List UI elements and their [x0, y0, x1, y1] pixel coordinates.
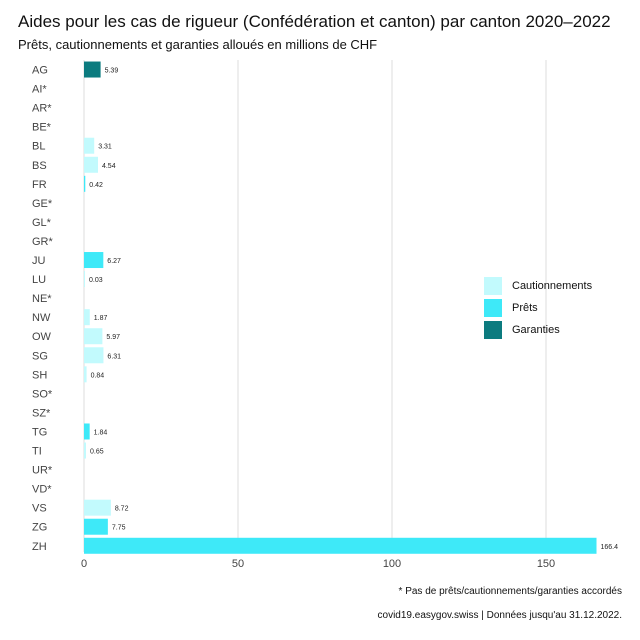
bar — [84, 309, 90, 326]
y-tick-label: BS — [32, 160, 47, 172]
data-label: 1.87 — [94, 315, 108, 322]
y-tick-label: SH — [32, 369, 47, 381]
data-label: 8.72 — [115, 506, 129, 513]
bar — [84, 347, 104, 364]
data-label: 166.4 — [601, 544, 619, 551]
data-label: 5.39 — [105, 68, 119, 75]
source-note: covid19.easygov.swiss | Données jusqu'au… — [377, 610, 622, 621]
data-label: 0.84 — [91, 372, 105, 379]
y-tick-label: GR* — [32, 236, 54, 248]
footnote: * Pas de prêts/cautionnements/garanties … — [398, 586, 622, 597]
y-tick-label: NE* — [32, 293, 52, 305]
data-label: 3.31 — [98, 144, 112, 151]
y-tick-label: ZG — [32, 522, 47, 534]
legend-swatch — [484, 277, 502, 295]
y-tick-label: AI* — [32, 84, 47, 96]
x-tick-label: 100 — [383, 558, 401, 570]
y-tick-label: AG — [32, 65, 48, 77]
x-tick-label: 50 — [232, 558, 244, 570]
y-tick-label: VD* — [32, 484, 52, 496]
data-label: 1.84 — [94, 429, 108, 436]
y-tick-label: SG — [32, 350, 48, 362]
legend-item-cautionnements: Cautionnements — [484, 276, 592, 296]
legend-item-prets: Prêts — [484, 298, 592, 318]
x-tick-label: 0 — [81, 558, 87, 570]
bar — [84, 156, 98, 173]
bar — [84, 518, 108, 535]
y-tick-label: BL — [32, 141, 45, 153]
legend-label: Prêts — [512, 302, 538, 314]
y-tick-label: VS — [32, 503, 47, 515]
bar — [84, 271, 85, 288]
data-label: 7.75 — [112, 525, 126, 532]
legend-item-garanties: Garanties — [484, 320, 592, 340]
y-tick-label: ZH — [32, 541, 47, 553]
chart-legend: Cautionnements Prêts Garanties — [484, 276, 592, 342]
y-tick-label: JU — [32, 255, 46, 267]
y-tick-label: SO* — [32, 388, 53, 400]
data-label: 0.03 — [89, 277, 103, 284]
y-tick-label: GL* — [32, 217, 52, 229]
y-tick-label: SZ* — [32, 407, 51, 419]
bar — [84, 366, 87, 383]
bar — [84, 252, 104, 269]
data-label: 0.42 — [89, 182, 103, 189]
bar — [84, 137, 95, 154]
legend-label: Cautionnements — [512, 280, 593, 292]
bar — [84, 423, 90, 440]
bar — [84, 537, 597, 554]
bar — [84, 61, 101, 78]
bar — [84, 442, 87, 459]
y-tick-label: LU — [32, 274, 46, 286]
bar — [84, 499, 111, 516]
y-tick-label: FR — [32, 179, 47, 191]
chart-title: Aides pour les cas de rigueur (Confédéra… — [18, 12, 611, 31]
chart-subtitle: Prêts, cautionnements et garanties allou… — [18, 37, 378, 52]
data-label: 5.97 — [106, 334, 120, 341]
y-tick-label: OW — [32, 331, 52, 343]
x-tick-label: 150 — [537, 558, 555, 570]
bar — [84, 328, 103, 345]
data-label: 0.65 — [90, 449, 104, 456]
y-tick-label: AR* — [32, 103, 52, 115]
y-tick-label: TI — [32, 446, 42, 458]
legend-swatch — [484, 299, 502, 317]
y-tick-label: TG — [32, 426, 47, 438]
y-tick-label: UR* — [32, 465, 53, 477]
data-label: 6.27 — [107, 258, 121, 265]
y-tick-label: NW — [32, 312, 51, 324]
legend-label: Garanties — [512, 324, 560, 336]
y-tick-label: GE* — [32, 198, 53, 210]
bar — [84, 175, 86, 192]
data-label: 4.54 — [102, 163, 116, 170]
y-tick-label: BE* — [32, 122, 52, 134]
data-label: 6.31 — [107, 353, 121, 360]
legend-swatch — [484, 321, 502, 339]
